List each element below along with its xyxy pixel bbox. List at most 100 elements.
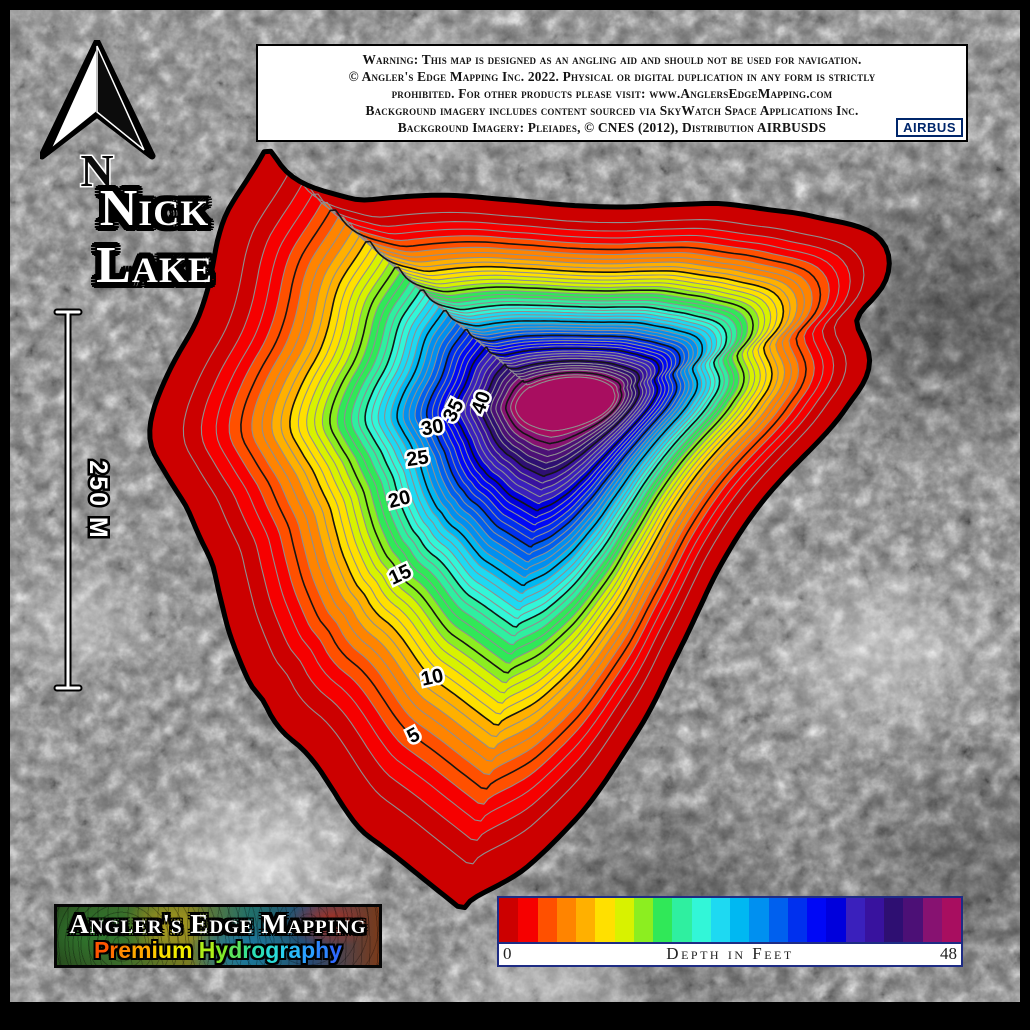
logo-subtitle-letter: a (288, 937, 302, 963)
logo-subtitle-letter: H (198, 937, 216, 963)
minor-contour-line (321, 261, 760, 684)
legend-color-cell (653, 898, 673, 942)
legend-color-cell (576, 898, 596, 942)
warning-box: Warning: This map is designed as an angl… (256, 44, 968, 142)
legend-color-cell (595, 898, 615, 942)
warning-line: Background imagery includes content sour… (365, 103, 859, 118)
index-contour-line (329, 266, 754, 674)
logo-subtitle-letter: o (251, 937, 266, 963)
logo-subtitle-letter: y (329, 937, 343, 963)
contour-depth-label: 10 (419, 665, 445, 691)
legend-color-cell (537, 898, 557, 942)
index-contour-line (396, 309, 704, 587)
minor-contour-line (431, 332, 677, 540)
minor-contour-line (402, 313, 699, 578)
logo-subtitle-letter: m (131, 937, 152, 963)
legend-color-cell (807, 898, 827, 942)
minor-contour-line (420, 325, 685, 555)
index-contour-line (240, 209, 822, 790)
north-arrow-outline (40, 40, 156, 160)
logo-subtitle-letter: h (315, 937, 330, 963)
legend-color-cell (672, 898, 692, 942)
legend-color-cell (556, 898, 576, 942)
north-arrow-right-half (96, 45, 145, 151)
logo-subtitle-letter: i (151, 937, 158, 963)
minor-contour-line (297, 246, 778, 715)
index-contour-line (425, 328, 681, 548)
legend-color-cell (845, 898, 865, 942)
north-arrow: N (40, 40, 156, 192)
shoreline (147, 148, 892, 911)
legend-min-label: 0 (503, 944, 512, 963)
minor-contour-line (261, 223, 805, 762)
page-title: Nick Lake (57, 180, 252, 294)
logo-subtitle-letter: e (118, 937, 132, 963)
warning-line: prohibited. For other products please vi… (391, 86, 833, 101)
logo-subtitle-letter: r (242, 937, 252, 963)
minor-contour-line (371, 293, 723, 619)
minor-contour-line (390, 306, 708, 594)
title-line-1: Nick (99, 180, 210, 237)
legend-color-cell (710, 898, 730, 942)
legend-color-cell (922, 898, 942, 942)
minor-contour-line (306, 251, 772, 704)
index-contour-line (479, 360, 641, 478)
index-contour-line (505, 371, 623, 445)
minor-contour-line (251, 216, 813, 776)
legend-color-cell (730, 898, 750, 942)
legend-color-cell (903, 898, 923, 942)
minor-contour-line (475, 357, 644, 484)
depth-band (510, 374, 619, 438)
index-contour-line (289, 240, 785, 726)
logo-subtitle-letter: m (171, 937, 193, 963)
logo-subtitle-letter: P (93, 937, 110, 963)
minor-contour-line (442, 339, 668, 526)
brand-logo: Angler's Edge Mapping Premium Hydrograph… (54, 904, 382, 968)
minor-contour-line (215, 193, 840, 822)
minor-contour-line (408, 317, 694, 571)
minor-contour-line (377, 297, 718, 611)
minor-contour-line (459, 350, 656, 505)
legend-color-cell (941, 898, 961, 942)
scale-bar: 250 M (53, 308, 115, 692)
logo-subtitle-letter: r (109, 937, 119, 963)
legend-color-cell (826, 898, 846, 942)
depth-legend: 0 Depth in Feet 48 (497, 896, 963, 967)
minor-contour-line (271, 229, 798, 750)
brand-logo-subtitle: Premium Hydrography (57, 938, 379, 962)
depth-legend-color-ramp (499, 898, 961, 942)
logo-subtitle-letter: g (265, 937, 280, 963)
scale-bar-line (55, 310, 81, 690)
legend-color-cell (768, 898, 788, 942)
scale-bar-label: 250 M (84, 460, 112, 539)
legend-color-cell (518, 898, 538, 942)
contour-depth-label: 25 (405, 446, 430, 471)
minor-contour-line (200, 183, 851, 841)
legend-color-cell (787, 898, 807, 942)
logo-subtitle-letter: d (228, 937, 243, 963)
legend-color-cell (884, 898, 904, 942)
legend-title: Depth in Feet (666, 944, 794, 963)
legend-color-cell (633, 898, 653, 942)
minor-contour-line (490, 365, 633, 464)
legend-color-cell (691, 898, 711, 942)
legend-color-cell (864, 898, 884, 942)
minor-contour-line (510, 374, 619, 438)
legend-color-cell (499, 898, 519, 942)
airbus-logo: AIRBUS (896, 118, 963, 137)
minor-contour-line (414, 321, 690, 563)
contour-depth-label: 30 (420, 415, 446, 441)
logo-subtitle-letter: r (279, 937, 289, 963)
legend-color-cell (614, 898, 634, 942)
minor-contour-line (343, 276, 743, 655)
minor-contour-line (314, 256, 766, 694)
minor-contour-line (495, 367, 630, 458)
index-contour-line (364, 289, 728, 628)
logo-subtitle-letter: y (215, 937, 229, 963)
warning-line: Background Imagery: Pleiades, © CNES (20… (397, 120, 827, 135)
minor-contour-line (336, 271, 749, 664)
minor-contour-line (464, 352, 652, 498)
minor-contour-line (384, 301, 713, 603)
